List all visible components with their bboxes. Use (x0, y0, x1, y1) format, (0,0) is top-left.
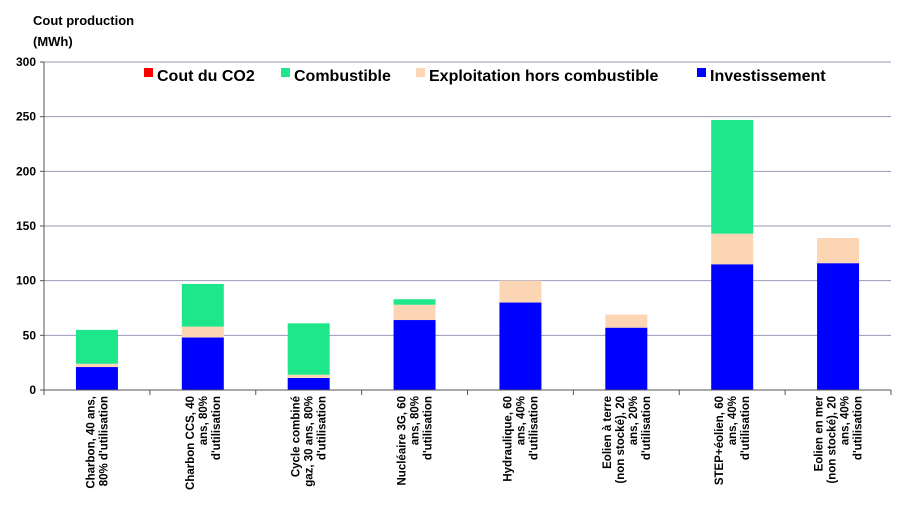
bar-segment (817, 263, 860, 390)
legend-swatch (144, 68, 153, 77)
bar-segment (817, 238, 860, 264)
y-tick-label: 200 (16, 164, 36, 178)
legend-item: Investissement (697, 68, 826, 85)
bar-segment (393, 299, 436, 305)
y-tick-label: 150 (16, 219, 36, 233)
bar-segment (75, 329, 118, 364)
x-axis: Charbon, 40 ans, 80% d'utilisation Charbon… (43, 389, 892, 490)
legend-label: Investissement (710, 68, 826, 85)
x-tick-label-line: ans, 80% (410, 396, 422, 445)
bar-segment (393, 320, 436, 390)
legend-swatch (697, 68, 706, 77)
x-tick-label-line: d'utilisation (317, 396, 329, 460)
x-tick-label: Charbon CCS, 40 ans, 80% d'utilisation (185, 396, 223, 490)
x-tick-label-line: d'utilisation (853, 396, 865, 460)
bar-segment (287, 374, 330, 378)
x-tick-label-line: ans, 40% (727, 396, 739, 445)
bar-segment (711, 264, 754, 390)
y-axis-ticks: 0 50 100 150 200 250 300 (16, 55, 45, 397)
x-tick-label: Nucléaire 3G, 60 ans, 80% d'utilisation (397, 396, 435, 486)
bar-segment (181, 283, 224, 327)
bar-segment (711, 119, 754, 234)
legend-label: Combustible (294, 68, 391, 85)
x-tick-label-line: Eolien en mer (814, 395, 826, 471)
bars (75, 119, 860, 390)
x-tick-label-line: ans, 20% (628, 396, 640, 445)
x-tick-label: Charbon, 40 ans, 80% d'utilisation (85, 396, 110, 489)
x-tick-label-line: d'utilisation (641, 396, 653, 460)
gridlines (44, 61, 891, 391)
bar-segment (75, 363, 118, 368)
legend-swatch (281, 68, 290, 77)
x-tick-label-line: ans, 40% (515, 396, 527, 445)
bar-segment (181, 337, 224, 390)
legend-item: Exploitation hors combustible (416, 68, 658, 85)
legend-label: Cout du CO2 (157, 68, 255, 85)
y-tick-label: 100 (16, 274, 36, 288)
x-tick-label-line: d'utilisation (740, 396, 752, 460)
x-tick-label-line: gaz, 30 ans, 80% (304, 396, 316, 487)
y-tick-label: 300 (16, 55, 36, 69)
x-tick-label-line: 80% d'utilisation (98, 396, 110, 486)
bar-segment (499, 280, 542, 303)
y-axis-title-line-1: Cout production (33, 13, 134, 28)
legend-swatch (416, 68, 425, 77)
x-tick-label-line: Eolien à terre (602, 396, 614, 469)
legend-item: Combustible (281, 68, 391, 85)
y-tick-label: 0 (29, 383, 36, 397)
x-tick-label: Cycle combiné gaz, 30 ans, 80% d'utilisati… (291, 396, 329, 487)
x-tick-label-line: STEP+éolien, 60 (714, 396, 726, 485)
x-tick-label: Eolien à terre (non stocké), 20 ans, 20% d'… (602, 396, 653, 484)
legend-label: Exploitation hors combustible (429, 68, 658, 85)
x-tick-label-line: d'utilisation (423, 396, 435, 460)
legend-item: Cout du CO2 (144, 68, 255, 85)
x-tick-label-line: (non stocké), 20 (615, 396, 627, 484)
bar-segment (393, 304, 436, 321)
bar-segment (287, 323, 330, 375)
x-tick-label-line: ans, 40% (840, 396, 852, 445)
bar-segment (181, 326, 224, 338)
x-tick-label: STEP+éolien, 60 ans, 40% d'utilisation (714, 396, 752, 485)
bar-segment (605, 314, 648, 328)
legend: Cout du CO2 Combustible Exploitation hors … (144, 68, 826, 85)
x-tick-label-line: d'utilisation (211, 396, 223, 460)
bar-segment (711, 233, 754, 265)
x-tick-label-line: Charbon CCS, 40 (185, 396, 197, 490)
y-axis-title-line-2: (MWh) (33, 34, 73, 49)
x-tick-label-line: Cycle combiné (291, 396, 303, 477)
x-tick-label-line: (non stocké), 20 (827, 396, 839, 484)
x-tick-label-line: d'utilisation (528, 396, 540, 460)
x-tick-label-line: ans, 80% (198, 396, 210, 445)
bar-segment (75, 367, 118, 390)
x-tick-label: Eolien en mer (non stocké), 20 ans, 40% d'u… (814, 395, 865, 483)
y-tick-label: 50 (23, 328, 37, 342)
x-tick-label-line: Nucléaire 3G, 60 (397, 396, 409, 486)
bar-segment (499, 302, 542, 390)
x-tick-label-line: Charbon, 40 ans, (85, 396, 97, 489)
y-tick-label: 250 (16, 110, 36, 124)
x-tick-label-line: Hydraulique, 60 (502, 396, 514, 482)
bar-segment (605, 327, 648, 390)
bar-segment (287, 377, 330, 390)
x-tick-label: Hydraulique, 60 ans, 40% d'utilisation (502, 396, 540, 482)
